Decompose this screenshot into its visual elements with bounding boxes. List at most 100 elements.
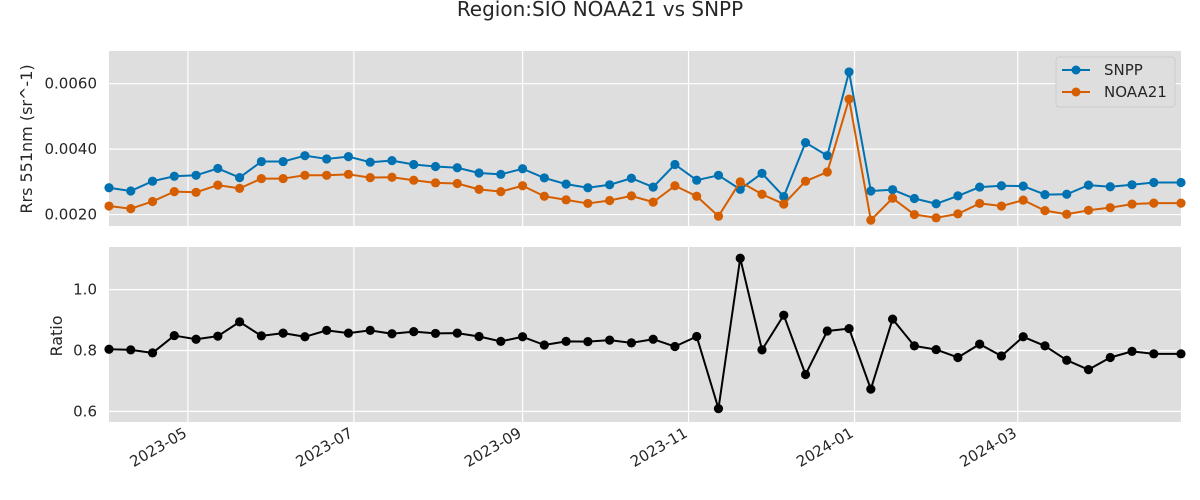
data-point-noaa21 — [670, 181, 680, 191]
data-point-noaa21 — [626, 191, 637, 201]
data-point-ratio — [779, 310, 789, 320]
data-point-snpp — [409, 159, 419, 170]
top-y-tick-labels: 0.0020 0.0040 0.0060 — [45, 75, 98, 224]
data-point-ratio — [1018, 332, 1028, 342]
top-y-tick-label: 0.0060 — [45, 75, 98, 93]
x-tick-label: 2024-03 — [956, 424, 1019, 471]
data-point-ratio — [365, 325, 375, 335]
data-point-snpp — [278, 156, 288, 167]
data-point-ratio — [278, 328, 288, 338]
data-point-noaa21 — [256, 173, 266, 184]
top-series-lines — [104, 67, 1186, 225]
data-point-noaa21 — [452, 178, 462, 189]
data-point-noaa21 — [713, 211, 724, 221]
data-point-snpp — [822, 151, 832, 161]
bottom-series-line — [104, 253, 1186, 414]
data-point-snpp — [975, 182, 985, 192]
chart-title: Region:SIO NOAA21 vs SNPP — [457, 0, 743, 21]
data-point-snpp — [1127, 180, 1137, 190]
data-point-snpp — [931, 199, 941, 209]
data-point-snpp — [539, 173, 549, 183]
x-tick-label: 2023-11 — [627, 424, 690, 471]
data-point-noaa21 — [800, 176, 811, 186]
bottom-y-tick-labels: 0.6 0.8 1.0 — [73, 281, 97, 421]
data-point-ratio — [409, 327, 419, 337]
data-point-noaa21 — [583, 198, 593, 209]
data-point-ratio — [887, 314, 898, 324]
data-point-ratio — [692, 331, 702, 342]
data-point-noaa21 — [953, 209, 963, 219]
data-point-ratio — [235, 317, 245, 327]
data-point-snpp — [953, 191, 963, 201]
bottom-panel-ratio: 0.6 0.8 1.0 Ratio — [47, 247, 1186, 422]
data-point-noaa21 — [975, 198, 985, 209]
data-point-noaa21 — [409, 175, 419, 185]
top-gridlines — [109, 51, 1181, 226]
data-point-noaa21 — [844, 94, 854, 104]
data-point-ratio — [1040, 341, 1050, 351]
x-tick-label: 2023-09 — [461, 424, 524, 471]
data-point-noaa21 — [757, 189, 767, 199]
data-point-ratio — [517, 332, 528, 342]
legend-marker-snpp — [1071, 65, 1081, 75]
data-point-noaa21 — [779, 199, 789, 209]
data-point-snpp — [692, 175, 702, 185]
data-point-snpp — [300, 151, 310, 161]
data-point-noaa21 — [648, 197, 658, 207]
data-point-noaa21 — [278, 173, 288, 184]
data-point-snpp — [169, 171, 179, 181]
data-point-ratio — [561, 336, 571, 346]
data-point-snpp — [996, 181, 1007, 191]
data-point-ratio — [474, 331, 484, 342]
data-point-ratio — [931, 344, 941, 355]
data-point-snpp — [1040, 190, 1050, 200]
data-point-ratio — [844, 323, 854, 334]
data-point-ratio — [452, 328, 462, 338]
data-point-snpp — [387, 155, 397, 166]
data-point-ratio — [430, 328, 441, 339]
data-point-ratio — [975, 339, 985, 349]
data-point-ratio — [605, 335, 615, 345]
data-point-ratio — [496, 336, 506, 346]
data-point-ratio — [1062, 355, 1072, 365]
data-point-noaa21 — [300, 170, 310, 180]
data-point-snpp — [147, 176, 158, 186]
data-point-ratio — [735, 253, 745, 263]
bottom-y-axis-label: Ratio — [47, 315, 66, 356]
data-point-ratio — [539, 340, 549, 350]
data-point-ratio — [191, 334, 201, 344]
data-point-noaa21 — [104, 201, 114, 211]
data-point-snpp — [256, 156, 266, 167]
data-point-snpp — [1018, 181, 1028, 191]
data-point-noaa21 — [909, 209, 919, 220]
data-point-noaa21 — [1040, 206, 1050, 216]
legend-marker-noaa21 — [1071, 87, 1081, 97]
data-point-noaa21 — [169, 187, 179, 197]
data-point-noaa21 — [1062, 209, 1072, 219]
data-point-ratio — [104, 344, 114, 354]
data-point-noaa21 — [430, 178, 441, 188]
data-point-noaa21 — [866, 215, 876, 225]
data-point-snpp — [844, 67, 854, 77]
data-point-noaa21 — [213, 180, 223, 190]
data-point-ratio — [1105, 352, 1115, 363]
data-point-noaa21 — [517, 181, 528, 191]
data-point-snpp — [713, 170, 724, 180]
data-point-ratio — [800, 369, 811, 380]
data-point-snpp — [1083, 180, 1094, 190]
data-point-ratio — [1149, 349, 1159, 359]
data-point-snpp — [496, 169, 506, 179]
data-point-noaa21 — [496, 187, 506, 197]
data-point-noaa21 — [887, 193, 898, 203]
data-point-ratio — [626, 338, 637, 348]
data-point-snpp — [887, 185, 898, 195]
data-point-ratio — [169, 330, 179, 341]
data-point-ratio — [126, 345, 136, 355]
data-point-snpp — [1062, 189, 1072, 199]
data-point-snpp — [365, 157, 375, 167]
bottom-y-tick-label: 0.8 — [73, 341, 97, 359]
data-point-snpp — [670, 159, 680, 170]
data-point-ratio — [670, 341, 680, 352]
data-point-noaa21 — [1105, 203, 1115, 213]
data-point-noaa21 — [1083, 205, 1094, 215]
